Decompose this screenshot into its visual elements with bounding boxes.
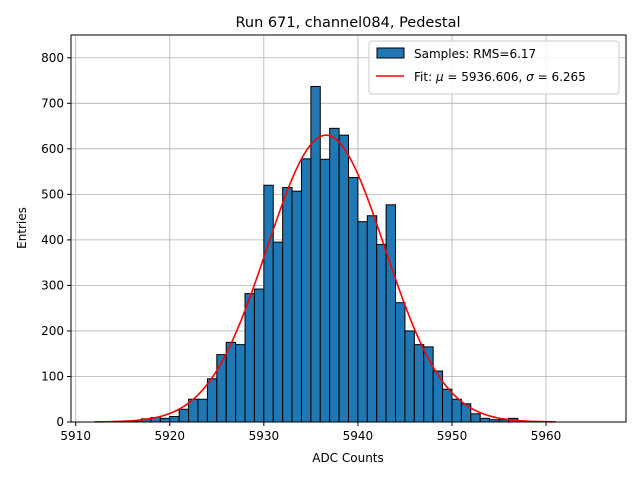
histogram-bar — [159, 417, 171, 423]
y-tick-label: 600 — [41, 142, 64, 156]
histogram-bar — [338, 134, 350, 423]
legend-box — [368, 40, 620, 95]
x-axis-label: ADC Counts — [312, 451, 384, 465]
histogram-bar — [329, 127, 340, 423]
histogram-bar — [206, 378, 218, 423]
histogram-bar — [169, 416, 180, 423]
histogram-bar — [348, 177, 359, 423]
histogram-bar — [319, 158, 331, 423]
histogram-bar — [385, 204, 397, 423]
legend: Samples: RMS=6.17 Fit: μ = 5936.606, σ =… — [368, 40, 620, 95]
histogram-bar — [244, 293, 255, 423]
histogram-bar — [413, 344, 425, 423]
x-tick-label: 5950 — [437, 429, 468, 443]
x-axis-ticks: 5910 5920 5930 5940 5950 5960 — [60, 422, 561, 443]
x-tick-label: 5960 — [531, 429, 562, 443]
histogram-bar — [178, 408, 190, 423]
histogram-bar — [395, 302, 406, 423]
histogram-bars — [131, 85, 519, 423]
plot-frame — [70, 34, 627, 423]
histogram-bar — [197, 398, 208, 423]
x-tick-label: 5910 — [60, 429, 91, 443]
y-tick-label: 300 — [41, 278, 64, 292]
histogram-bar — [470, 413, 481, 423]
y-tick-label: 700 — [41, 96, 64, 110]
legend-samples-patch — [376, 47, 405, 59]
x-tick-label: 5930 — [249, 429, 280, 443]
x-tick-label: 5920 — [154, 429, 185, 443]
histogram-bar — [479, 417, 491, 423]
histogram-bar — [263, 184, 274, 423]
histogram-bar — [451, 398, 462, 423]
histogram-bar — [442, 388, 453, 423]
chart-title: Run 671, channel084, Pedestal — [235, 15, 460, 31]
histogram-bar — [357, 221, 368, 423]
histogram-bar — [282, 187, 293, 423]
y-tick-label: 400 — [41, 233, 64, 247]
x-tick-label: 5940 — [343, 429, 374, 443]
histogram-bar — [225, 341, 237, 423]
histogram-bar — [366, 215, 378, 423]
y-tick-label: 800 — [41, 51, 64, 65]
histogram-bar — [404, 330, 415, 423]
histogram-bar — [376, 243, 387, 423]
histogram-bar — [300, 158, 312, 423]
y-tick-label: 0 — [56, 415, 64, 429]
legend-samples-label: Samples: RMS=6.17 — [414, 47, 536, 61]
y-tick-label: 100 — [41, 369, 64, 383]
histogram-bar — [216, 354, 227, 423]
histogram-bar — [272, 241, 284, 423]
histogram-bar — [253, 288, 265, 423]
y-axis-ticks: 0 100 200 300 400 500 600 700 800 — [41, 51, 71, 429]
histogram-bar — [235, 344, 246, 423]
legend-fit-label: Fit: μ = 5936.606, σ = 6.265 — [414, 70, 586, 84]
histogram-bar — [291, 190, 302, 423]
y-tick-label: 500 — [41, 187, 64, 201]
gaussian-fit-curve — [94, 134, 556, 423]
y-axis-label: Entries — [15, 207, 29, 249]
y-tick-label: 200 — [41, 324, 64, 338]
